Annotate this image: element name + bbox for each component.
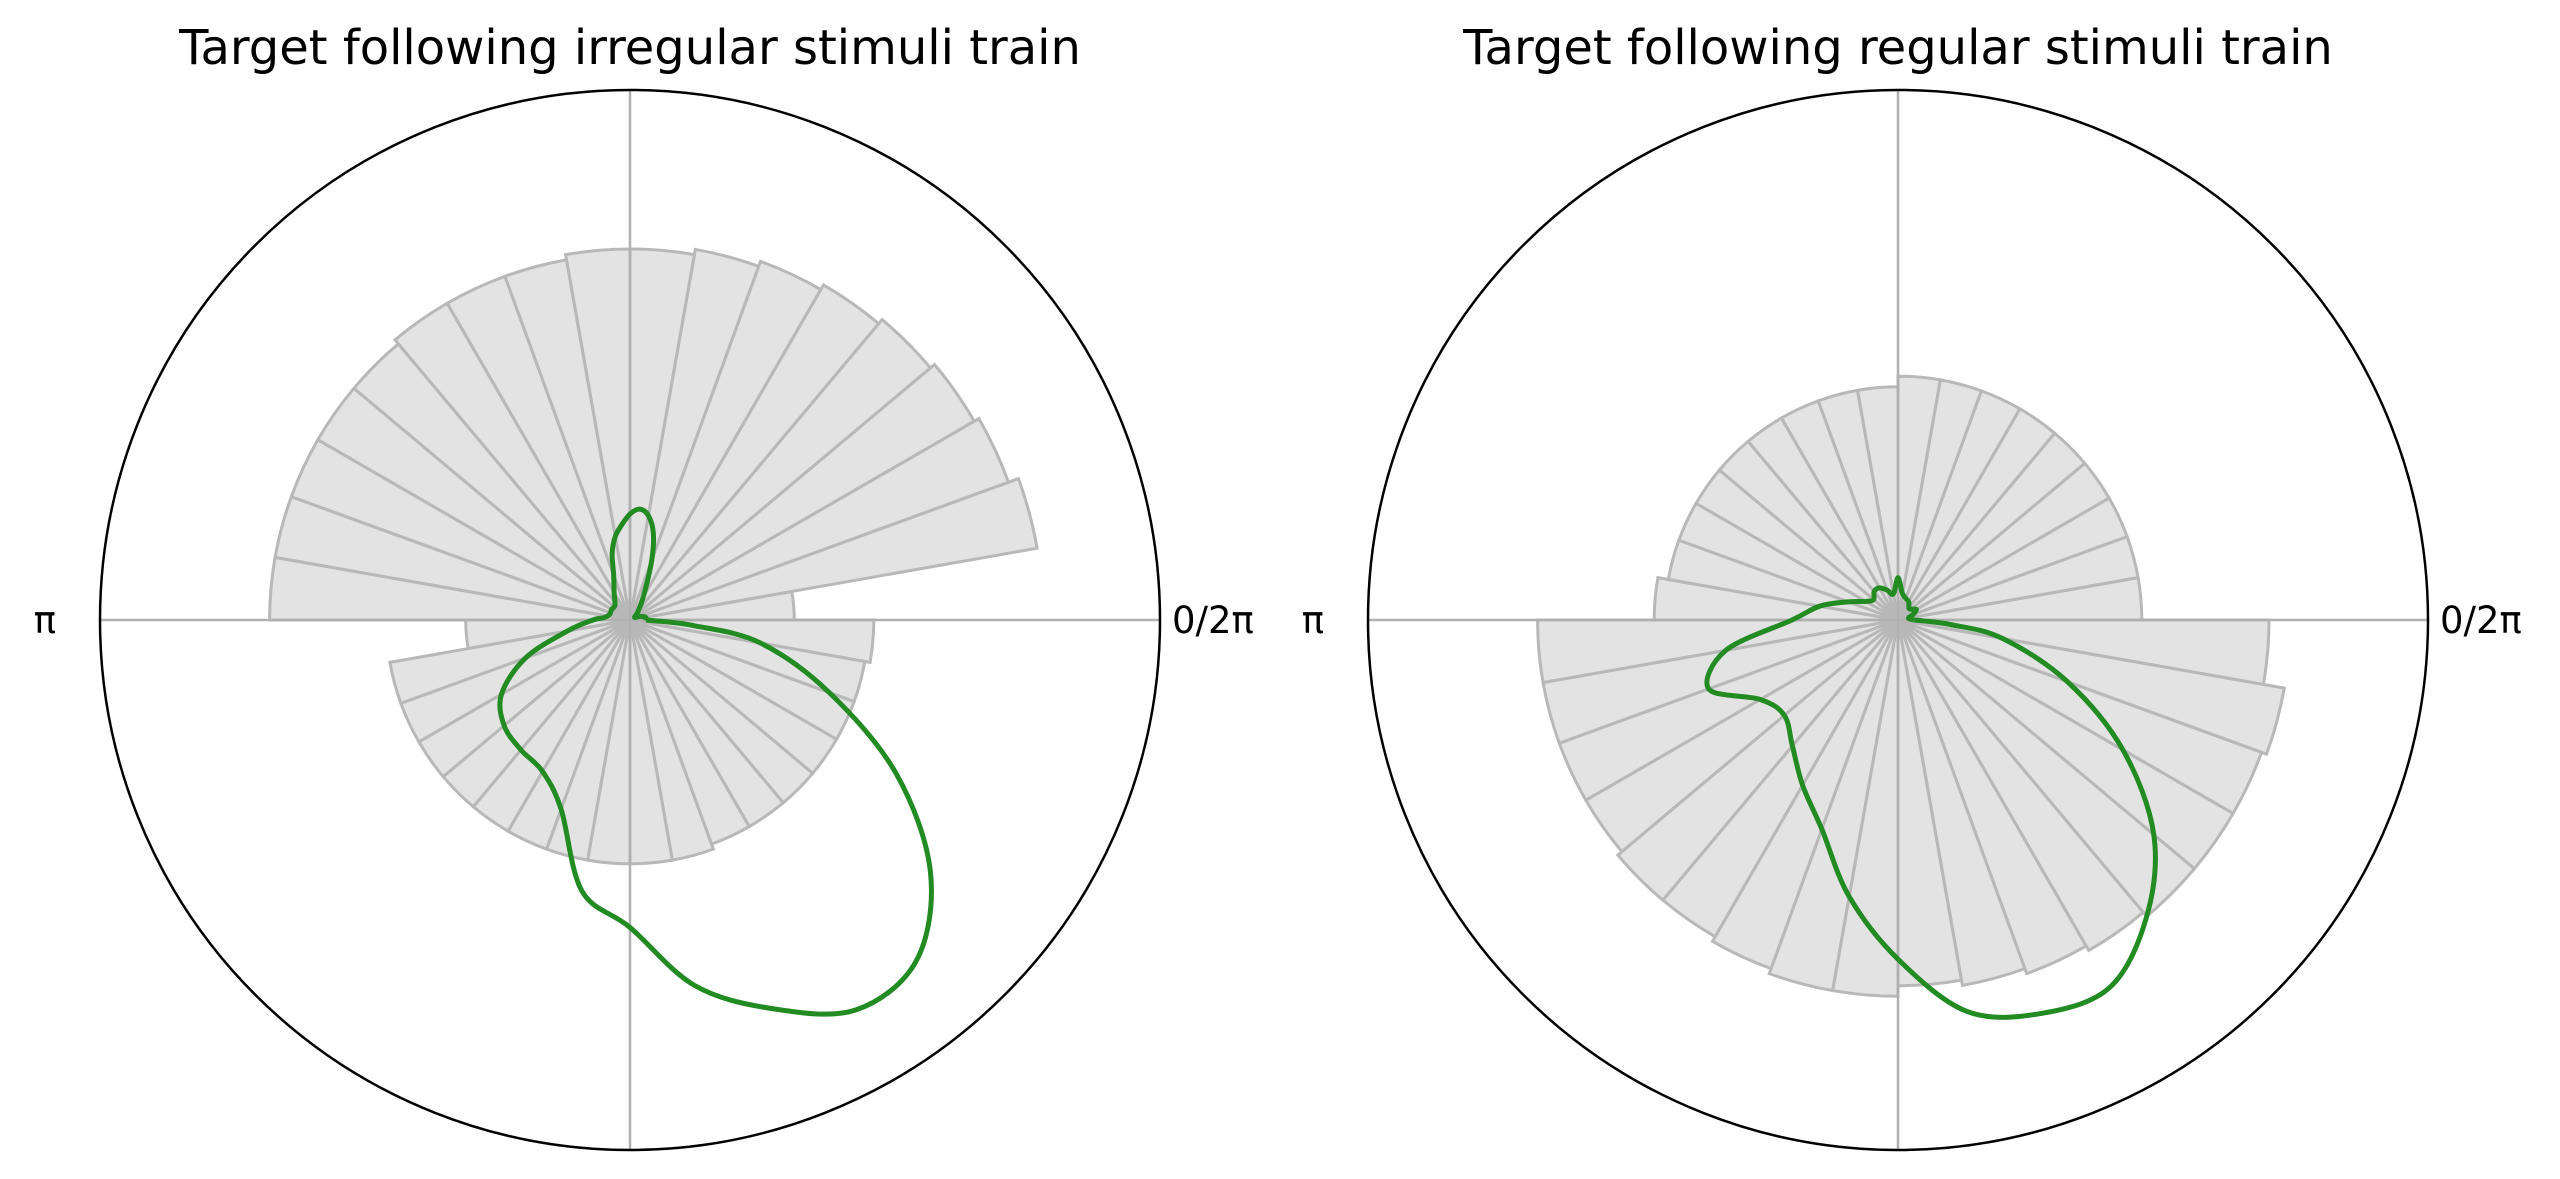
right-angle-label-zero: 0/2π [2440, 599, 2522, 642]
left-histogram-bar [629, 362, 977, 622]
left-density-curve [497, 506, 934, 1017]
right-grid [1368, 90, 2428, 1150]
right-density-curve [1704, 575, 2158, 1020]
left-histogram-bar [628, 259, 823, 621]
left-histogram-bar [628, 282, 881, 621]
left-series [497, 506, 934, 1017]
right-histogram [1536, 374, 2286, 998]
left-grid [100, 90, 1160, 1150]
left-angle-label-zero: 0/2π [1172, 599, 1254, 642]
left-polar-boundary [98, 88, 1162, 1152]
left-histogram-bar [628, 247, 761, 621]
left-angle-label-pi: π [34, 599, 56, 642]
right-polar-boundary [1366, 88, 2430, 1152]
left-histogram-bar [392, 301, 632, 621]
left-panel-title: Target following irregular stimuli train [178, 20, 1081, 76]
right-angle-label-pi: π [1302, 599, 1324, 642]
right-panel-title: Target following regular stimuli train [1462, 20, 2333, 76]
right-polar-panel: Target following regular stimuli train 0… [1302, 20, 2522, 1152]
right-series [1704, 575, 2158, 1020]
left-histogram-bar [629, 416, 1011, 622]
left-polar-panel: Target following irregular stimuli train… [34, 20, 1254, 1152]
left-histogram-bar [628, 317, 933, 622]
left-histogram-bar [629, 476, 1039, 622]
right-histogram-bar [1897, 618, 2286, 757]
left-histogram [268, 247, 1039, 866]
